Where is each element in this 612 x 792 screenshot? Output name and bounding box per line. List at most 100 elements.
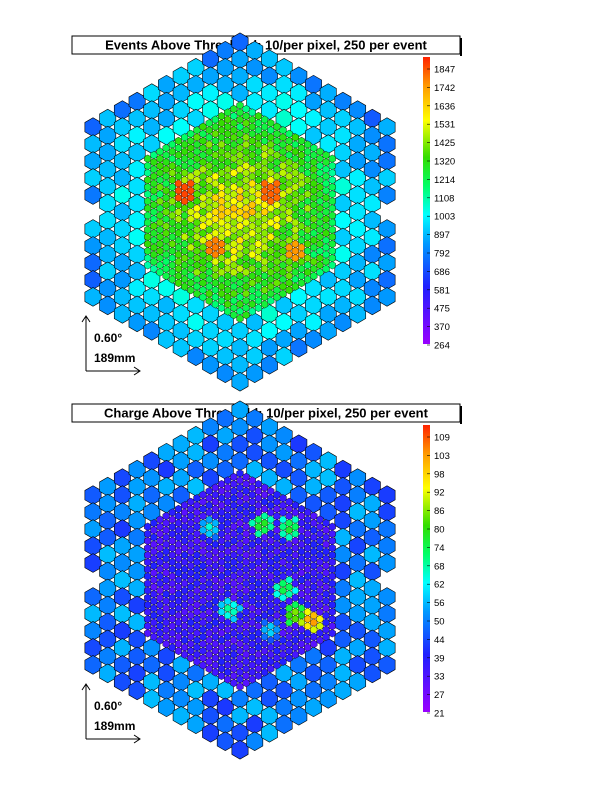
camera-pixel-outer: [128, 295, 146, 316]
camera-pixel-inner: [168, 515, 176, 524]
camera-pixel-outer: [216, 697, 234, 718]
camera-pixel-inner: [291, 572, 299, 581]
camera-pixel-inner: [267, 133, 275, 142]
camera-pixel-outer: [334, 193, 352, 214]
camera-pixel-inner: [217, 643, 226, 652]
camera-pixel-outer: [128, 176, 146, 197]
camera-pixel-inner: [174, 511, 183, 521]
camera-pixel-inner: [261, 582, 269, 592]
camera-pixel-inner: [273, 278, 281, 288]
camera-pixel-inner: [174, 540, 183, 549]
camera-pixel-inner: [297, 547, 306, 556]
camera-pixel-inner: [279, 657, 287, 666]
camera-pixel-outer: [202, 83, 220, 103]
camera-pixel-inner: [187, 511, 195, 521]
camera-pixel-inner: [187, 582, 195, 592]
camera-pixel-inner: [211, 540, 219, 549]
camera-pixel-outer: [99, 227, 117, 248]
camera-pixel-inner: [193, 586, 201, 595]
camera-pixel-outer: [349, 287, 367, 307]
camera-pixel-inner: [187, 129, 195, 139]
camera-pixel-inner: [174, 575, 183, 585]
camera-pixel-inner: [199, 497, 207, 507]
camera-pixel-inner: [279, 218, 287, 227]
camera-pixel-inner: [273, 554, 281, 563]
camera-pixel-outer: [246, 425, 264, 446]
camera-pixel-inner: [199, 611, 207, 620]
camera-pixel-inner: [193, 126, 201, 135]
camera-pixel-inner: [199, 122, 207, 131]
camera-pixel-inner: [304, 643, 312, 652]
camera-pixel-inner: [242, 126, 250, 135]
camera-pixel-outer: [113, 672, 131, 692]
camera-pixel-inner: [310, 229, 318, 238]
camera-pixel-inner: [267, 183, 275, 192]
camera-pixel-inner: [248, 568, 256, 578]
camera-pixel-inner: [150, 236, 158, 245]
camera-pixel-inner: [297, 214, 306, 224]
camera-pixel-inner: [236, 611, 244, 620]
camera-pixel-inner: [291, 551, 299, 560]
camera-pixel-inner: [254, 543, 263, 553]
camera-pixel-inner: [150, 540, 158, 549]
camera-pixel-inner: [205, 197, 213, 206]
camera-pixel-inner: [279, 586, 287, 595]
camera-pixel-inner: [279, 225, 287, 234]
camera-pixel-inner: [217, 218, 226, 227]
camera-pixel-inner: [224, 300, 232, 309]
camera-pixel-inner: [242, 650, 250, 659]
camera-pixel-inner: [267, 494, 275, 503]
camera-pixel-inner: [254, 126, 263, 135]
camera-pixel-inner: [279, 501, 287, 510]
camera-pixel-inner: [254, 671, 263, 681]
camera-pixel-inner: [322, 257, 330, 266]
camera-pixel-inner: [273, 243, 281, 252]
camera-pixel-inner: [211, 193, 219, 202]
camera-pixel-inner: [193, 501, 201, 510]
camera-pixel-outer: [216, 442, 234, 463]
camera-pixel-inner: [199, 547, 207, 556]
camera-pixel-inner: [199, 632, 207, 641]
camera-pixel-inner: [254, 147, 263, 156]
camera-pixel-inner: [242, 140, 250, 149]
camera-pixel-inner: [199, 646, 207, 656]
camera-pixel-inner: [310, 632, 318, 641]
camera-pixel-outer: [187, 57, 205, 78]
camera-pixel-inner: [261, 229, 269, 238]
camera-pixel-inner: [174, 568, 183, 578]
camera-pixel-outer: [349, 270, 367, 290]
camera-pixel-inner: [181, 607, 189, 617]
camera-pixel-outer: [319, 304, 337, 324]
camera-pixel-inner: [236, 497, 244, 507]
camera-pixel-inner: [261, 158, 269, 167]
camera-pixel-inner: [248, 483, 256, 492]
camera-pixel-inner: [279, 232, 287, 241]
camera-pixel-inner: [211, 625, 219, 634]
camera-pixel-inner: [254, 133, 263, 142]
camera-pixel-inner: [273, 129, 281, 139]
camera-pixel-outer: [128, 159, 146, 180]
camera-pixel-inner: [181, 282, 189, 291]
camera-pixel-inner: [211, 511, 219, 521]
camera-pixel-inner: [205, 629, 213, 638]
camera-pixel-inner: [267, 268, 275, 277]
camera-pixel-inner: [217, 289, 226, 298]
camera-pixel-inner: [261, 639, 269, 649]
camera-pixel-outer: [334, 125, 352, 146]
camera-pixel-outer: [319, 485, 337, 505]
camera-pixel-inner: [168, 622, 176, 631]
camera-pixel-inner: [248, 561, 256, 570]
camera-pixel-inner: [144, 622, 152, 631]
camera-pixel-outer: [128, 680, 146, 701]
camera-pixel-inner: [199, 568, 207, 578]
camera-pixel-inner: [181, 147, 189, 156]
camera-pixel-inner: [199, 143, 207, 153]
camera-pixel-inner: [205, 261, 213, 270]
camera-pixel-inner: [156, 636, 164, 645]
camera-pixel-inner: [285, 568, 293, 578]
camera-pixel-inner: [224, 540, 232, 549]
camera-pixel-inner: [236, 568, 244, 578]
camera-pixel-inner: [242, 479, 250, 489]
camera-pixel-outer: [187, 425, 205, 446]
camera-pixel-outer: [128, 210, 146, 231]
